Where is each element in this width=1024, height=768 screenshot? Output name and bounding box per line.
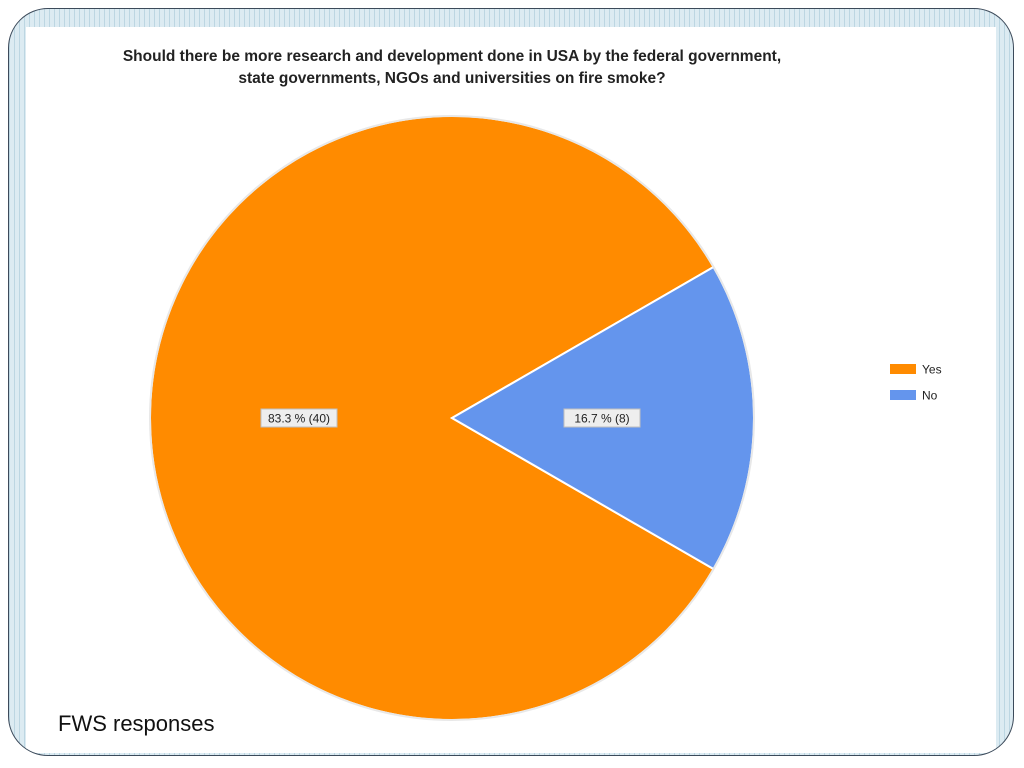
legend-entry-no: No (890, 389, 938, 403)
legend-swatch (890, 364, 916, 374)
pie-slices (149, 115, 756, 721)
legend-swatch (890, 390, 916, 400)
legend: Yes No (890, 363, 942, 403)
chart-title: Should there be more research and develo… (122, 48, 782, 87)
legend-label: Yes (922, 363, 942, 377)
data-label-box (260, 408, 338, 428)
legend-entry-yes: Yes (890, 363, 942, 377)
legend-label: No (922, 389, 938, 403)
data-label-box (563, 408, 641, 428)
pie-outline (149, 115, 755, 721)
pie-data-labels: 83.3 % (40) 16.7 % (8) (260, 408, 641, 428)
data-label-no: 16.7 % (8) (563, 408, 641, 428)
data-label-text: 83.3 % (40) (268, 412, 330, 426)
caption: FWS responses (58, 711, 215, 736)
data-label-yes: 83.3 % (40) (260, 408, 338, 428)
data-label-text: 16.7 % (8) (574, 412, 629, 426)
